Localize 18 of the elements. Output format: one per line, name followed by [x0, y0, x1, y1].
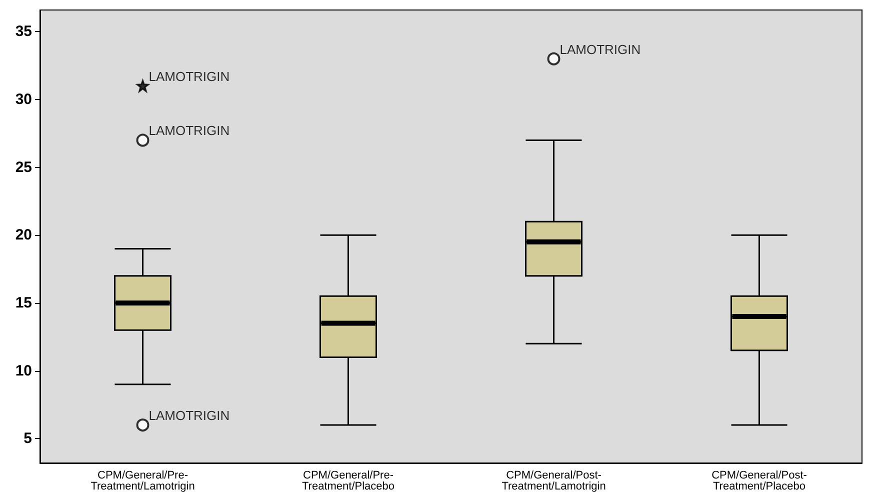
point — [136, 134, 150, 147]
y-tick-label: 20 — [15, 226, 32, 244]
y-tick-label: 5 — [24, 430, 32, 448]
x-tick-label: CPM/General/Pre-Treatment/Placebo — [302, 470, 395, 492]
annotation: LAMOTRIGIN — [148, 408, 230, 424]
annotation: LAMOTRIGIN — [560, 42, 641, 57]
x-tick-label: CPM/General/Pre-Treatment/Lamotrigin — [90, 470, 195, 492]
x-tick-label: CPM/General/Post-Treatment/Placebo — [712, 470, 808, 492]
y-tick-label: 35 — [15, 23, 32, 40]
point — [547, 52, 560, 66]
y-tick-label: 15 — [15, 294, 32, 312]
annotation: LAMOTRIGIN — [148, 123, 230, 138]
y-tick-label: 10 — [15, 362, 32, 380]
annotation: LAMOTRIGIN — [148, 68, 230, 84]
y-tick-label: 25 — [15, 158, 32, 176]
x-tick-label: CPM/General/Post-Treatment/Lamotrigin — [502, 470, 606, 492]
y-tick-label: 30 — [15, 91, 32, 108]
point — [136, 80, 149, 92]
